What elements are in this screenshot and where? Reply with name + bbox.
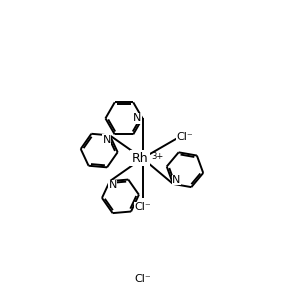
- Text: Cl⁻: Cl⁻: [134, 274, 151, 284]
- Text: Rh: Rh: [132, 152, 148, 165]
- Text: N: N: [172, 175, 181, 185]
- Text: N: N: [103, 135, 111, 144]
- Text: N: N: [133, 113, 142, 124]
- Text: 3+: 3+: [152, 152, 164, 161]
- Text: Cl⁻: Cl⁻: [134, 202, 151, 212]
- Text: N: N: [109, 180, 117, 190]
- Text: Cl⁻: Cl⁻: [177, 132, 194, 142]
